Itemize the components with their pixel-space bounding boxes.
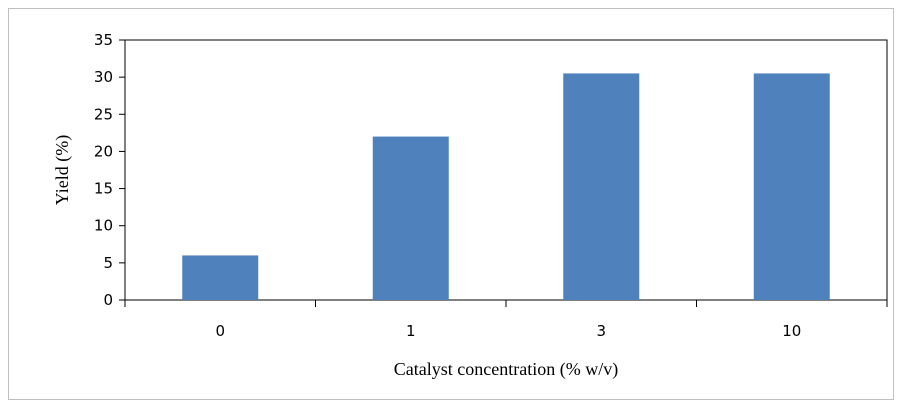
x-axis-title: Catalyst concentration (% w/v) [394, 359, 618, 380]
y-tick-label: 20 [94, 142, 113, 160]
chart-frame [8, 8, 894, 400]
y-tick-label: 0 [103, 291, 113, 309]
bar-10 [753, 73, 830, 300]
x-tick-label: 1 [406, 322, 416, 340]
bar-3 [563, 73, 640, 300]
y-tick-label: 35 [94, 31, 113, 49]
bar-0 [182, 255, 259, 300]
y-axis-title: Yield (%) [52, 135, 73, 205]
y-tick-label: 5 [103, 254, 113, 272]
y-tick-label: 25 [94, 105, 113, 123]
bar-1 [372, 136, 449, 300]
x-tick-label: 10 [782, 322, 801, 340]
x-tick-label: 3 [596, 322, 606, 340]
x-tick-label: 0 [215, 322, 225, 340]
y-tick-label: 30 [94, 68, 113, 86]
bars [182, 73, 830, 300]
y-axis: 0 5 10 15 20 25 30 35 [94, 31, 125, 309]
y-tick-label: 10 [94, 217, 113, 235]
y-tick-label: 15 [94, 180, 113, 198]
x-axis: 0 1 3 10 [124, 300, 888, 340]
